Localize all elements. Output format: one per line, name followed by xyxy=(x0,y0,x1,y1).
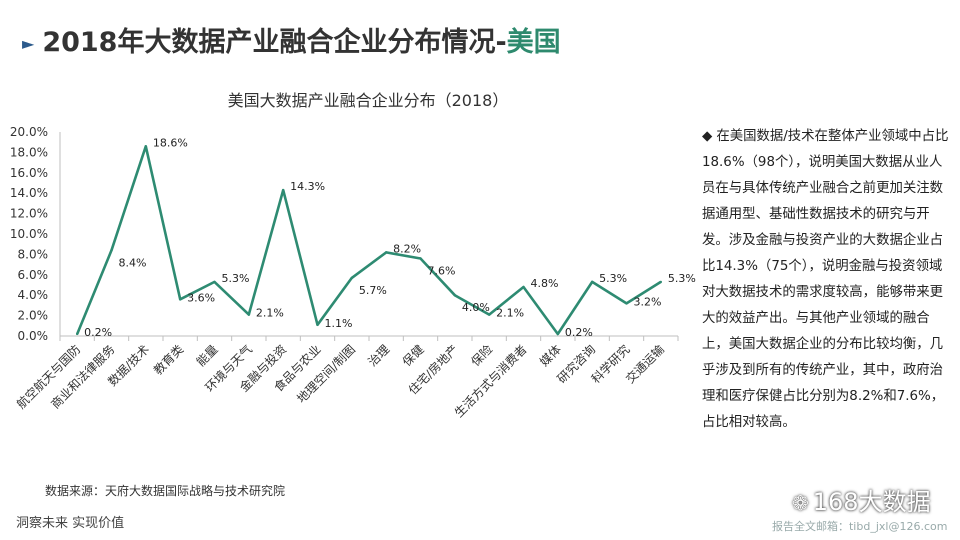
data-point xyxy=(213,280,216,284)
y-axis: 0.0% 2.0% 4.0% 6.0% 8.0% 10.0% 12.0% 14.0% 16.0%… xyxy=(10,125,61,343)
data-label: 2.1% xyxy=(496,307,524,320)
data-point xyxy=(487,313,491,316)
y-tick-label: 14.0% xyxy=(10,186,48,200)
data-label: 18.6% xyxy=(153,136,188,149)
data-label: 8.4% xyxy=(119,256,147,269)
x-tick-label: 治理 xyxy=(365,342,392,369)
data-label: 7.6% xyxy=(428,264,456,277)
x-tick-label: 保健 xyxy=(400,342,427,369)
data-label: 4.8% xyxy=(531,277,559,290)
y-tick-label: 16.0% xyxy=(10,166,48,180)
data-point xyxy=(316,323,319,326)
analysis-paragraph: 在美国数据/技术在整体产业领域中占比18.6%（98个），说明美国大数据从业人员… xyxy=(702,129,949,430)
data-point xyxy=(419,257,422,260)
data-point xyxy=(384,251,388,254)
y-tick-label: 0.0% xyxy=(18,329,49,343)
data-point xyxy=(453,294,457,297)
data-point xyxy=(556,332,560,336)
analysis-text: ◆ 在美国数据/技术在整体产业领域中占比18.6%（98个），说明美国大数据从业人… xyxy=(702,124,952,436)
data-point xyxy=(281,188,285,192)
data-label: 0.2% xyxy=(84,326,112,339)
wechat-icon: ❁ xyxy=(792,491,809,515)
data-label: 5.7% xyxy=(359,284,387,297)
data-point xyxy=(247,313,251,316)
x-tick-label: 媒体 xyxy=(537,342,564,369)
y-tick-label: 8.0% xyxy=(18,247,49,261)
wechat-brand: 168大数据 xyxy=(812,488,931,516)
data-point xyxy=(178,298,182,301)
series-line-group xyxy=(75,145,663,336)
diamond-bullet-icon: ◆ xyxy=(702,129,713,144)
data-label: 5.3% xyxy=(668,272,696,285)
data-label: 4.0% xyxy=(462,301,490,314)
chart-title: 美国大数据产业融合企业分布（2018） xyxy=(228,91,509,110)
title-prefix: 2018年大数据产业融合企业分布情况- xyxy=(42,27,507,58)
data-point xyxy=(144,145,148,148)
mailbox-watermark: 报告全文邮箱：tibd_jxl@126.com xyxy=(772,520,948,533)
y-tick-label: 2.0% xyxy=(18,309,49,323)
footer-slogan: 洞察未来 实现价值 xyxy=(16,516,125,531)
x-tick-label: 能量 xyxy=(194,342,221,369)
line-chart: 美国大数据产业融合企业分布（2018） 0.0% 2.0% 4.0% 6.0% 8.0%… xyxy=(10,91,696,420)
y-tick-label: 20.0% xyxy=(10,125,48,139)
y-tick-label: 18.0% xyxy=(10,145,48,159)
x-tick-label: 交通运输 xyxy=(622,342,667,387)
data-label: 2.1% xyxy=(256,307,284,320)
data-label: 3.2% xyxy=(634,295,662,308)
data-point xyxy=(110,249,113,252)
y-tick-label: 10.0% xyxy=(10,227,48,241)
data-point xyxy=(75,332,79,336)
data-source: 数据来源：天府大数据国际战略与技术研究院 xyxy=(45,484,286,498)
data-label: 14.3% xyxy=(290,180,325,193)
data-point xyxy=(590,280,594,284)
data-label: 5.3% xyxy=(222,272,250,285)
x-tick-label: 保险 xyxy=(468,342,496,370)
data-label: 5.3% xyxy=(599,272,627,285)
data-point xyxy=(522,285,525,289)
data-label: 1.1% xyxy=(325,317,353,330)
wechat-watermark: ❁ 168大数据 xyxy=(792,482,931,517)
data-point xyxy=(625,302,628,305)
data-label: 3.6% xyxy=(187,291,215,304)
data-point xyxy=(350,276,354,280)
title-marker-icon: ► xyxy=(22,34,35,53)
y-tick-label: 6.0% xyxy=(18,268,49,282)
data-point xyxy=(659,280,663,284)
title-highlight: 美国 xyxy=(506,27,561,58)
data-labels: 0.2% 8.4% 18.6% 3.6% 5.3% 2.1% 14.3% 1.1% 5.7% 8.… xyxy=(84,136,696,339)
page-title: ► 2018年大数据产业融合企业分布情况-美国 xyxy=(22,20,561,59)
x-tick-label: 教育类 xyxy=(150,342,186,378)
data-label: 0.2% xyxy=(565,326,593,339)
y-tick-label: 4.0% xyxy=(18,288,49,302)
data-label: 8.2% xyxy=(393,242,421,255)
y-tick-label: 12.0% xyxy=(10,207,48,221)
series-line xyxy=(75,145,662,336)
